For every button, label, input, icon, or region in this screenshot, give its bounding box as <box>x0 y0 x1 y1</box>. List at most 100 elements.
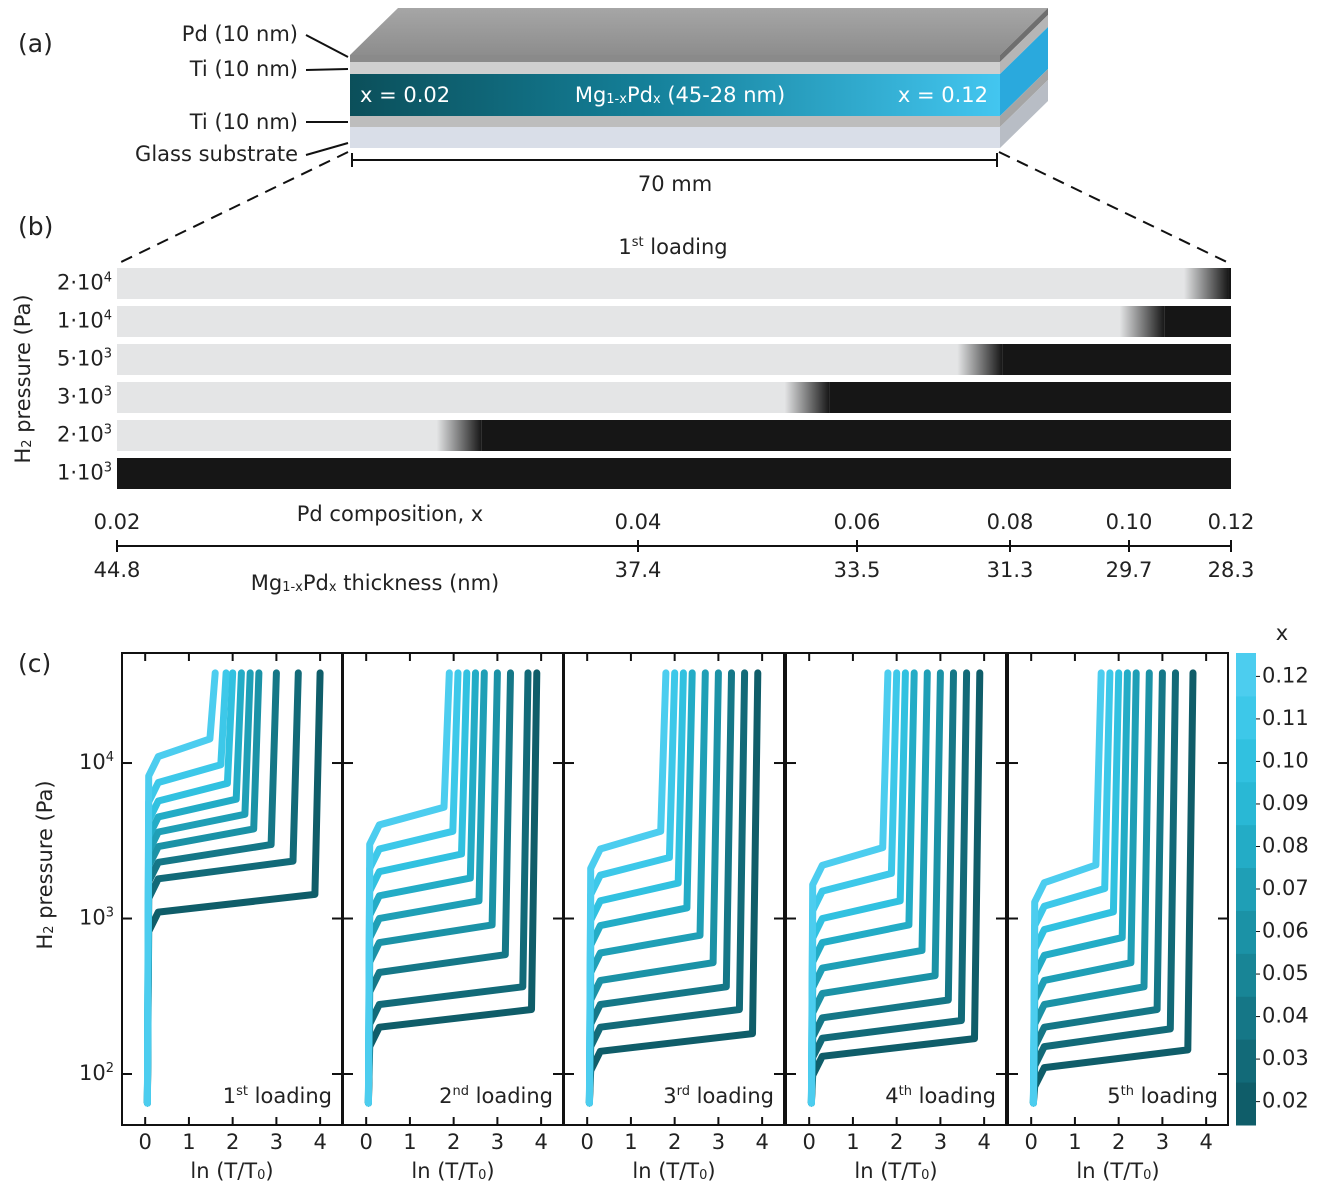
text-part: ) <box>929 1159 937 1183</box>
curves <box>585 669 762 1107</box>
text-part: 2·10 <box>57 271 104 295</box>
curve <box>143 669 254 1107</box>
curves <box>1029 669 1197 1107</box>
x-tick-label: 0 <box>580 1130 593 1154</box>
colorbar-swatch <box>1236 1039 1256 1083</box>
colorbar-tick-label: 0.06 <box>1262 919 1309 943</box>
text-part: th <box>1121 1084 1134 1099</box>
text-part: 3 <box>104 460 112 475</box>
film-part: Mg <box>575 83 606 107</box>
film-part: (45-28 nm) <box>661 83 786 107</box>
leader-lines <box>305 34 349 156</box>
text-part: 2·10 <box>57 423 104 447</box>
x-axis-title: ln (T/T0) <box>190 1159 273 1183</box>
text-part: 4 <box>104 308 112 323</box>
text-part: loading <box>469 1084 553 1108</box>
colorbar-tick-label: 0.07 <box>1262 876 1309 900</box>
axis-title: Mg1-xPdx thickness (nm) <box>251 571 500 595</box>
text-part: ln (T/T <box>854 1159 921 1183</box>
row-label: 1·104 <box>57 308 112 332</box>
panel-annotation: 5th loading <box>1107 1084 1218 1108</box>
x-tick-label: 4 <box>534 1130 547 1154</box>
colorbar-swatch <box>1236 953 1256 997</box>
colorbar-tick-label: 0.09 <box>1262 791 1309 815</box>
text-part: loading <box>912 1084 996 1108</box>
text-part: 4 <box>104 270 112 285</box>
plot-panel: 0 1 2 3 4 <box>785 652 1007 1154</box>
text-part: H <box>11 448 35 464</box>
hydride-front <box>117 458 1231 489</box>
film-label: Mg1-xPdx (45-28 nm) <box>575 83 785 107</box>
x-tick-label: 4 <box>313 1130 326 1154</box>
text-part: H <box>33 934 57 950</box>
film-part: x <box>653 92 661 107</box>
text-part: st <box>236 1084 248 1099</box>
stripe-blend <box>1183 268 1229 299</box>
layer-top-face <box>350 8 1048 55</box>
x-tick-label: 0 <box>138 1130 151 1154</box>
y-axis-title: H2 pressure (Pa) <box>11 294 35 463</box>
hydride-front <box>1228 268 1231 299</box>
length-label: 70 mm <box>638 172 712 196</box>
film-layer <box>350 74 1000 116</box>
text-part: 3 <box>106 905 114 920</box>
curve <box>1029 669 1105 1107</box>
x-tick-label: 2 <box>1112 1130 1125 1154</box>
curve <box>585 669 687 1107</box>
text-part: Pd <box>303 571 329 595</box>
ti-layer <box>350 62 1000 74</box>
x-axis-title: ln (T/T0) <box>632 1159 715 1183</box>
text-part: 10 <box>79 750 106 774</box>
text-part: 0 <box>1143 1168 1151 1183</box>
stripe-blend <box>436 420 482 451</box>
colorbar-tick-label: 0.10 <box>1262 748 1309 772</box>
ti-layer <box>350 116 1000 127</box>
text-part: 3 <box>104 384 112 399</box>
film-part: 1-x <box>606 92 627 107</box>
colorbar-tick-label: 0.02 <box>1262 1089 1309 1113</box>
side-face <box>1000 8 1048 62</box>
x-tick-label: 1 <box>846 1130 859 1154</box>
curves <box>364 669 541 1107</box>
composition-label: x = 0.12 <box>898 83 988 107</box>
text-part: loading <box>644 235 728 259</box>
hydride-front <box>1164 306 1231 337</box>
stripe-blend <box>784 382 830 413</box>
text-part: 2 <box>106 1061 114 1076</box>
text-part: 4 <box>885 1084 898 1108</box>
curve <box>143 669 219 1107</box>
row-label: 1·103 <box>57 460 112 484</box>
text-part: 5·10 <box>57 347 104 371</box>
colorbar-swatch <box>1236 824 1256 869</box>
tick-label: 31.3 <box>987 558 1034 582</box>
colorbar-tick-label: 0.03 <box>1262 1046 1309 1070</box>
text-part: nd <box>452 1084 469 1099</box>
text-part: loading <box>690 1084 774 1108</box>
stripe-blend <box>1119 306 1165 337</box>
text-part: 2 <box>439 1084 452 1108</box>
plot-panel: 0 1 2 3 4 <box>563 652 785 1154</box>
x-tick-label: 0 <box>359 1130 372 1154</box>
layer-label: Glass substrate <box>135 142 298 166</box>
panel-label: (b) <box>18 212 53 241</box>
panel-annotation: 1st loading <box>223 1084 332 1108</box>
curves <box>807 669 984 1107</box>
x-tick-label: 4 <box>755 1130 768 1154</box>
x-tick-label: 2 <box>447 1130 460 1154</box>
curves <box>143 669 324 1107</box>
colorbar-tick-label: 0.11 <box>1262 706 1309 730</box>
text-part: ) <box>486 1159 494 1183</box>
colorbar-tick-label: 0.08 <box>1262 833 1309 857</box>
text-part: 0 <box>921 1168 929 1183</box>
x-axis-title: ln (T/T0) <box>854 1159 937 1183</box>
colorbar-swatch <box>1236 996 1256 1040</box>
text-part: 1 <box>223 1084 236 1108</box>
text-part: 3 <box>104 422 112 437</box>
text-part: x <box>329 580 337 595</box>
x-tick-label: 2 <box>890 1130 903 1154</box>
text-part: Mg <box>251 571 282 595</box>
axis-title: Pd composition, x <box>297 502 483 526</box>
text-part: loading <box>1134 1084 1218 1108</box>
